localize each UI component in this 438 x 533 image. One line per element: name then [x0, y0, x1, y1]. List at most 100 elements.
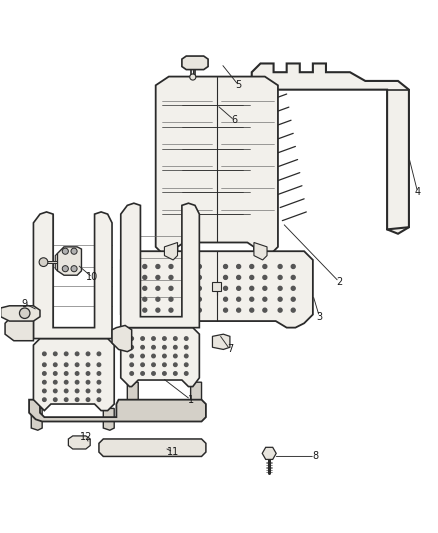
- Text: 9: 9: [21, 298, 28, 309]
- Circle shape: [198, 308, 201, 312]
- Circle shape: [42, 398, 46, 401]
- Polygon shape: [121, 328, 199, 386]
- Text: 8: 8: [312, 451, 318, 462]
- Circle shape: [53, 389, 57, 393]
- Polygon shape: [121, 203, 199, 328]
- Circle shape: [162, 354, 166, 358]
- Circle shape: [173, 345, 177, 349]
- Text: 2: 2: [336, 277, 342, 287]
- Circle shape: [291, 297, 295, 301]
- Circle shape: [64, 363, 68, 367]
- Circle shape: [182, 308, 186, 312]
- Circle shape: [97, 381, 101, 384]
- Circle shape: [130, 363, 134, 367]
- Polygon shape: [212, 282, 221, 290]
- Circle shape: [42, 389, 46, 393]
- Text: 6: 6: [231, 115, 237, 125]
- Circle shape: [182, 264, 186, 269]
- Circle shape: [97, 352, 101, 356]
- Text: 3: 3: [316, 312, 322, 322]
- Circle shape: [53, 352, 57, 356]
- Polygon shape: [127, 382, 138, 406]
- Circle shape: [86, 352, 90, 356]
- Circle shape: [173, 354, 177, 358]
- Circle shape: [250, 276, 254, 279]
- Circle shape: [173, 337, 177, 340]
- Text: 5: 5: [236, 80, 242, 90]
- Circle shape: [71, 265, 77, 272]
- Circle shape: [278, 308, 282, 312]
- Circle shape: [97, 363, 101, 367]
- Circle shape: [182, 276, 186, 279]
- Circle shape: [291, 308, 295, 312]
- Circle shape: [42, 381, 46, 384]
- Polygon shape: [99, 439, 206, 456]
- Circle shape: [143, 286, 147, 290]
- Polygon shape: [5, 317, 33, 341]
- Circle shape: [263, 297, 267, 301]
- Text: 10: 10: [86, 272, 99, 282]
- Circle shape: [263, 264, 267, 269]
- Text: 4: 4: [415, 187, 421, 197]
- Circle shape: [75, 389, 79, 393]
- Polygon shape: [33, 212, 112, 338]
- Circle shape: [86, 372, 90, 375]
- Circle shape: [152, 363, 155, 367]
- Circle shape: [75, 381, 79, 384]
- Circle shape: [62, 265, 68, 272]
- Circle shape: [53, 363, 57, 367]
- Circle shape: [75, 352, 79, 356]
- Circle shape: [143, 297, 147, 301]
- Circle shape: [184, 354, 188, 358]
- Circle shape: [223, 297, 227, 301]
- Circle shape: [42, 372, 46, 375]
- Circle shape: [64, 372, 68, 375]
- Circle shape: [291, 276, 295, 279]
- Circle shape: [291, 286, 295, 290]
- Circle shape: [143, 308, 147, 312]
- Circle shape: [141, 363, 145, 367]
- Circle shape: [141, 354, 145, 358]
- Circle shape: [156, 297, 160, 301]
- Polygon shape: [164, 243, 177, 260]
- Polygon shape: [252, 63, 409, 234]
- Circle shape: [64, 352, 68, 356]
- Circle shape: [169, 286, 173, 290]
- Circle shape: [64, 381, 68, 384]
- Circle shape: [278, 264, 282, 269]
- Text: 11: 11: [167, 447, 179, 457]
- Circle shape: [152, 337, 155, 340]
- Text: 7: 7: [227, 344, 233, 354]
- Circle shape: [162, 345, 166, 349]
- Circle shape: [162, 337, 166, 340]
- Circle shape: [263, 286, 267, 290]
- Polygon shape: [44, 261, 57, 263]
- Circle shape: [237, 276, 240, 279]
- Polygon shape: [29, 400, 206, 422]
- Circle shape: [184, 372, 188, 375]
- Circle shape: [143, 276, 147, 279]
- Circle shape: [152, 372, 155, 375]
- Circle shape: [75, 363, 79, 367]
- Circle shape: [291, 264, 295, 269]
- Circle shape: [250, 264, 254, 269]
- Circle shape: [130, 372, 134, 375]
- Circle shape: [198, 297, 201, 301]
- Circle shape: [152, 345, 155, 349]
- Circle shape: [223, 286, 227, 290]
- Circle shape: [97, 398, 101, 401]
- Circle shape: [130, 354, 134, 358]
- Circle shape: [75, 372, 79, 375]
- Circle shape: [198, 276, 201, 279]
- Circle shape: [169, 264, 173, 269]
- Circle shape: [182, 286, 186, 290]
- Circle shape: [169, 276, 173, 279]
- Circle shape: [156, 264, 160, 269]
- Circle shape: [184, 337, 188, 340]
- Circle shape: [184, 345, 188, 349]
- Polygon shape: [191, 382, 201, 406]
- Circle shape: [53, 398, 57, 401]
- Circle shape: [86, 389, 90, 393]
- Circle shape: [39, 258, 48, 266]
- Polygon shape: [68, 436, 90, 449]
